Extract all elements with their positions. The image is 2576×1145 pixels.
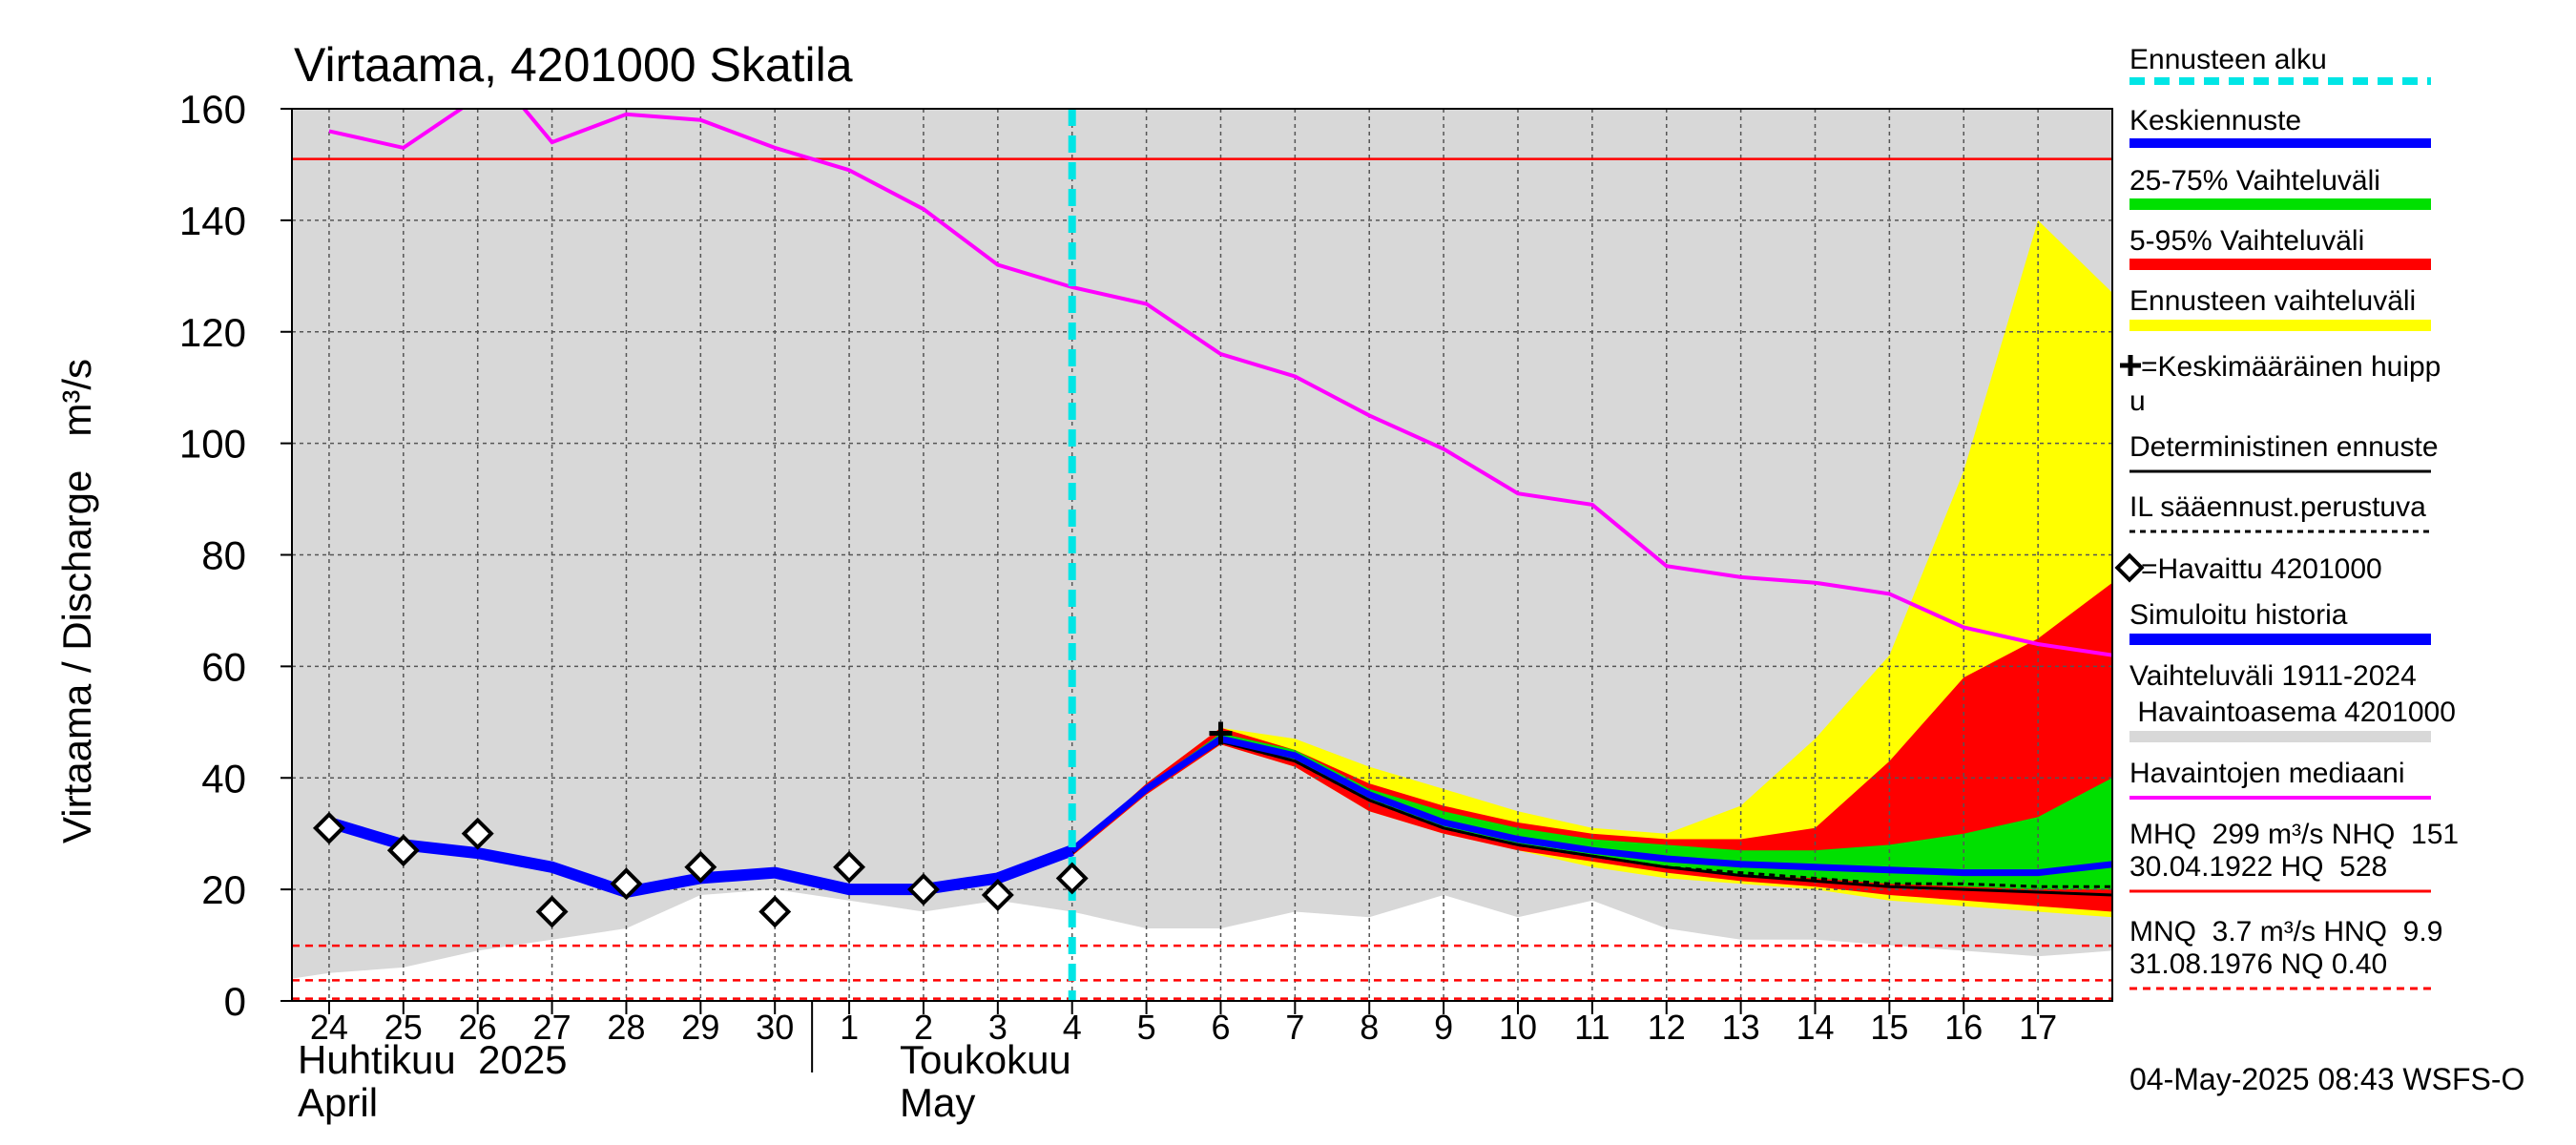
legend-forecast-start-label: Ennusteen alku xyxy=(2129,44,2327,75)
legend-band-25-75-label: 25-75% Vaihteluväli xyxy=(2129,165,2380,197)
x-tick-label: 7 xyxy=(1285,1008,1304,1047)
observed-point xyxy=(461,817,494,850)
month-label-may-en: May xyxy=(900,1080,975,1125)
x-tick-label: 14 xyxy=(1796,1008,1834,1047)
chart-title: Virtaama, 4201000 Skatila xyxy=(294,38,853,92)
x-tick-label: 11 xyxy=(1574,1008,1610,1047)
x-tick-label: 16 xyxy=(1944,1008,1983,1047)
x-tick-label: 1 xyxy=(840,1008,859,1047)
x-tick-label: 30 xyxy=(756,1008,794,1047)
il-forecast-line xyxy=(1070,739,2112,888)
timestamp: 04-May-2025 08:43 WSFS-O xyxy=(2129,1062,2524,1096)
x-tick-label: 12 xyxy=(1648,1008,1686,1047)
x-tick-label: 8 xyxy=(1360,1008,1379,1047)
legend-median-label: Havaintojen mediaani xyxy=(2129,758,2405,789)
x-tick-label: 6 xyxy=(1211,1008,1230,1047)
x-tick-label: 4 xyxy=(1063,1008,1082,1047)
observed-point xyxy=(833,850,866,884)
y-tick-label: 40 xyxy=(201,756,246,801)
y-tick-label: 0 xyxy=(224,979,246,1024)
x-tick-label: 9 xyxy=(1434,1008,1453,1047)
observed-point xyxy=(1055,862,1089,895)
x-tick-label: 28 xyxy=(607,1008,645,1047)
legend-deterministic-label: Deterministinen ennuste xyxy=(2129,431,2439,463)
legend: Ennusteen alku Keskiennuste 25-75% Vaiht… xyxy=(2114,44,2459,990)
x-tick-label: 26 xyxy=(459,1008,497,1047)
mean-peak-marker xyxy=(1209,721,1233,745)
x-tick-label: 29 xyxy=(681,1008,719,1047)
legend-history-range-label: Vaihteluväli 1911-2024 xyxy=(2129,660,2417,692)
x-tick-label: 27 xyxy=(533,1008,571,1047)
legend-observed-label: =Havaittu 4201000 xyxy=(2141,553,2382,585)
legend-history-range-station: Havaintoasema 4201000 xyxy=(2129,697,2456,728)
x-tick-label: 10 xyxy=(1499,1008,1537,1047)
x-axis: 24 25 26 27 28 29 30 1 2 3 4 5 6 7 8 9 10 11 12 13 14 15 16 17 xyxy=(310,1001,2057,1072)
y-tick-label: 80 xyxy=(201,533,246,578)
x-tick-label: 3 xyxy=(988,1008,1008,1047)
legend-forecast-range-label: Ennusteen vaihteluväli xyxy=(2129,285,2416,317)
legend-nq-label: 31.08.1976 NQ 0.40 xyxy=(2129,948,2387,980)
y-axis: 0 20 40 60 80 100 120 140 160 xyxy=(179,87,292,1024)
legend-observed-marker xyxy=(2114,552,2145,583)
history-range-band xyxy=(292,109,2112,979)
y-tick-label: 60 xyxy=(201,644,246,689)
y-tick-label: 120 xyxy=(179,310,246,355)
x-tick-label: 15 xyxy=(1870,1008,1908,1047)
x-tick-label: 24 xyxy=(310,1008,348,1047)
observed-point xyxy=(312,811,345,844)
band-5-95 xyxy=(1071,582,2112,912)
x-tick-label: 25 xyxy=(384,1008,423,1047)
observed-point xyxy=(684,850,717,884)
plot-area xyxy=(291,108,2113,1002)
observed-point xyxy=(386,834,420,867)
observed-point xyxy=(758,895,792,928)
observed-point xyxy=(610,867,643,901)
y-tick-label: 160 xyxy=(179,87,246,132)
x-tick-label: 5 xyxy=(1137,1008,1156,1047)
legend-il-forecast-label: IL sääennust.perustuva xyxy=(2129,491,2426,523)
month-label-april-en: April xyxy=(298,1080,378,1125)
legend-peak-label-wrap: u xyxy=(2129,385,2146,417)
mean-forecast-line xyxy=(1070,735,2112,877)
legend-band-5-95-label: 5-95% Vaihteluväli xyxy=(2129,225,2364,257)
y-tick-label: 140 xyxy=(179,198,246,243)
x-tick-label: 2 xyxy=(914,1008,933,1047)
legend-mhq-label: MHQ 299 m³/s NHQ 151 xyxy=(2129,819,2459,850)
legend-peak-marker xyxy=(2120,355,2141,376)
month-label-april-fi: Huhtikuu 2025 xyxy=(298,1037,568,1082)
legend-hq-label: 30.04.1922 HQ 528 xyxy=(2129,851,2387,883)
legend-simulated-label: Simuloitu historia xyxy=(2129,599,2348,631)
month-label-may-fi: Toukokuu xyxy=(900,1037,1071,1082)
x-tick-label: 17 xyxy=(2019,1008,2057,1047)
y-tick-label: 100 xyxy=(179,422,246,467)
y-tick-label: 20 xyxy=(201,867,246,912)
observed-point xyxy=(535,895,569,928)
median-observed-line xyxy=(328,109,2112,657)
y-axis-label: Virtaama / Discharge m³/s xyxy=(54,359,99,843)
observed-point xyxy=(906,873,940,906)
forecast-range-band xyxy=(1071,219,2112,918)
legend-peak-label: =Keskimääräinen huipp xyxy=(2141,351,2441,383)
legend-mnq-label: MNQ 3.7 m³/s HNQ 9.9 xyxy=(2129,916,2442,947)
legend-mean-label: Keskiennuste xyxy=(2129,105,2301,136)
x-tick-label: 13 xyxy=(1722,1008,1760,1047)
observed-point xyxy=(981,878,1014,911)
